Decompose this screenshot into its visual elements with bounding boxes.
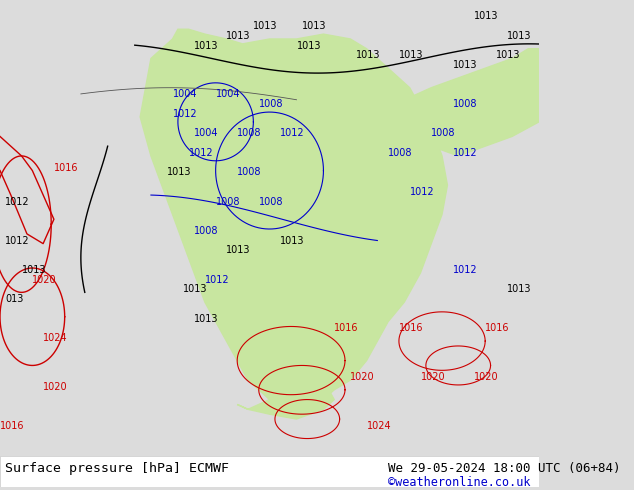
Text: 1013: 1013 [507, 31, 531, 41]
Text: 1020: 1020 [32, 274, 57, 285]
Text: 1008: 1008 [237, 128, 262, 139]
Text: 1013: 1013 [183, 284, 208, 294]
Text: 1008: 1008 [431, 128, 456, 139]
Text: 1013: 1013 [194, 41, 219, 51]
FancyBboxPatch shape [0, 456, 539, 487]
Text: 1013: 1013 [474, 11, 499, 22]
Text: 1008: 1008 [237, 168, 262, 177]
Text: 1012: 1012 [453, 265, 477, 275]
Text: 1024: 1024 [366, 421, 391, 431]
Text: 1012: 1012 [280, 128, 305, 139]
Text: 013: 013 [6, 294, 23, 304]
Text: 1012: 1012 [6, 236, 30, 245]
Text: ©weatheronline.co.uk: ©weatheronline.co.uk [388, 476, 531, 489]
Text: 1013: 1013 [453, 60, 477, 70]
Text: 1012: 1012 [205, 274, 230, 285]
Text: 1013: 1013 [226, 31, 251, 41]
Text: 1016: 1016 [334, 323, 359, 333]
Text: 1016: 1016 [0, 421, 25, 431]
Text: 1004: 1004 [172, 90, 197, 99]
Polygon shape [140, 29, 448, 414]
Text: 1008: 1008 [259, 99, 283, 109]
Text: 1013: 1013 [496, 50, 521, 60]
Text: 1013: 1013 [254, 21, 278, 31]
Text: 1013: 1013 [302, 21, 327, 31]
Text: 1013: 1013 [399, 50, 424, 60]
Text: 1016: 1016 [54, 163, 79, 172]
Text: Surface pressure [hPa] ECMWF: Surface pressure [hPa] ECMWF [6, 462, 230, 475]
Text: 1020: 1020 [43, 382, 68, 392]
Text: 1016: 1016 [399, 323, 424, 333]
Text: 1020: 1020 [351, 372, 375, 382]
Text: 1004: 1004 [216, 90, 240, 99]
Text: 1012: 1012 [453, 148, 477, 158]
Text: 1013: 1013 [226, 245, 251, 255]
Polygon shape [377, 253, 404, 312]
Text: 1012: 1012 [189, 148, 213, 158]
Text: 1008: 1008 [453, 99, 477, 109]
Text: 1013: 1013 [297, 41, 321, 51]
Text: 1008: 1008 [388, 148, 413, 158]
Text: 1013: 1013 [280, 236, 305, 245]
Text: 1008: 1008 [216, 196, 240, 207]
Text: 1013: 1013 [507, 284, 531, 294]
Polygon shape [388, 49, 539, 156]
Text: 1008: 1008 [259, 196, 283, 207]
Text: 1024: 1024 [43, 333, 68, 343]
Text: 1004: 1004 [194, 128, 219, 139]
Text: 1016: 1016 [485, 323, 510, 333]
Text: 1020: 1020 [474, 372, 499, 382]
Text: We 29-05-2024 18:00 UTC (06+84): We 29-05-2024 18:00 UTC (06+84) [388, 462, 621, 475]
Text: 1013: 1013 [356, 50, 380, 60]
Text: 1012: 1012 [410, 187, 434, 197]
FancyBboxPatch shape [0, 0, 539, 458]
Text: 1008: 1008 [194, 226, 219, 236]
Text: 1020: 1020 [420, 372, 445, 382]
Text: 1013: 1013 [22, 265, 46, 275]
Text: 1013: 1013 [194, 314, 219, 323]
Text: 1013: 1013 [167, 168, 191, 177]
Polygon shape [237, 380, 334, 419]
Text: 1012: 1012 [172, 109, 197, 119]
Text: 1012: 1012 [6, 196, 30, 207]
